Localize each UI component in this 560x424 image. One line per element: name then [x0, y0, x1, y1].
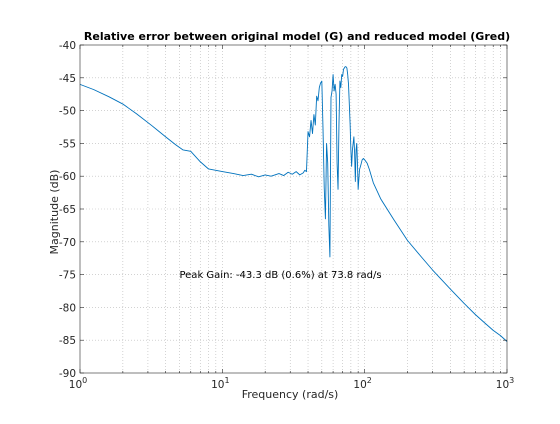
x-tick-label: 102: [353, 376, 371, 391]
x-tick-label: 103: [496, 376, 514, 391]
x-tick-label: 100: [69, 376, 87, 391]
y-tick-label: -65: [59, 204, 76, 216]
x-axis-label: Frequency (rad/s): [242, 388, 339, 401]
y-tick-label: -75: [59, 270, 76, 282]
y-tick-label: -70: [59, 237, 76, 249]
x-tick-label: 101: [211, 376, 229, 391]
series-layer: [79, 66, 508, 342]
y-tick-label: -55: [59, 138, 76, 150]
chart-title: Relative error between original model (G…: [84, 30, 510, 43]
peak-gain-annotation: Peak Gain: -43.3 dB (0.6%) at 73.8 rad/s: [179, 270, 381, 281]
series-line: [79, 66, 508, 342]
y-tick-label: -40: [59, 40, 76, 52]
y-tick-label: -85: [59, 335, 76, 347]
grid: [80, 45, 507, 373]
y-tick-label: -90: [59, 368, 76, 380]
y-tick-label: -80: [59, 302, 76, 314]
y-axis-label: Magnitude (dB): [48, 170, 61, 255]
y-tick-label: -60: [59, 171, 76, 183]
y-tick-label: -50: [59, 106, 76, 118]
y-tick-label: -45: [59, 73, 76, 85]
